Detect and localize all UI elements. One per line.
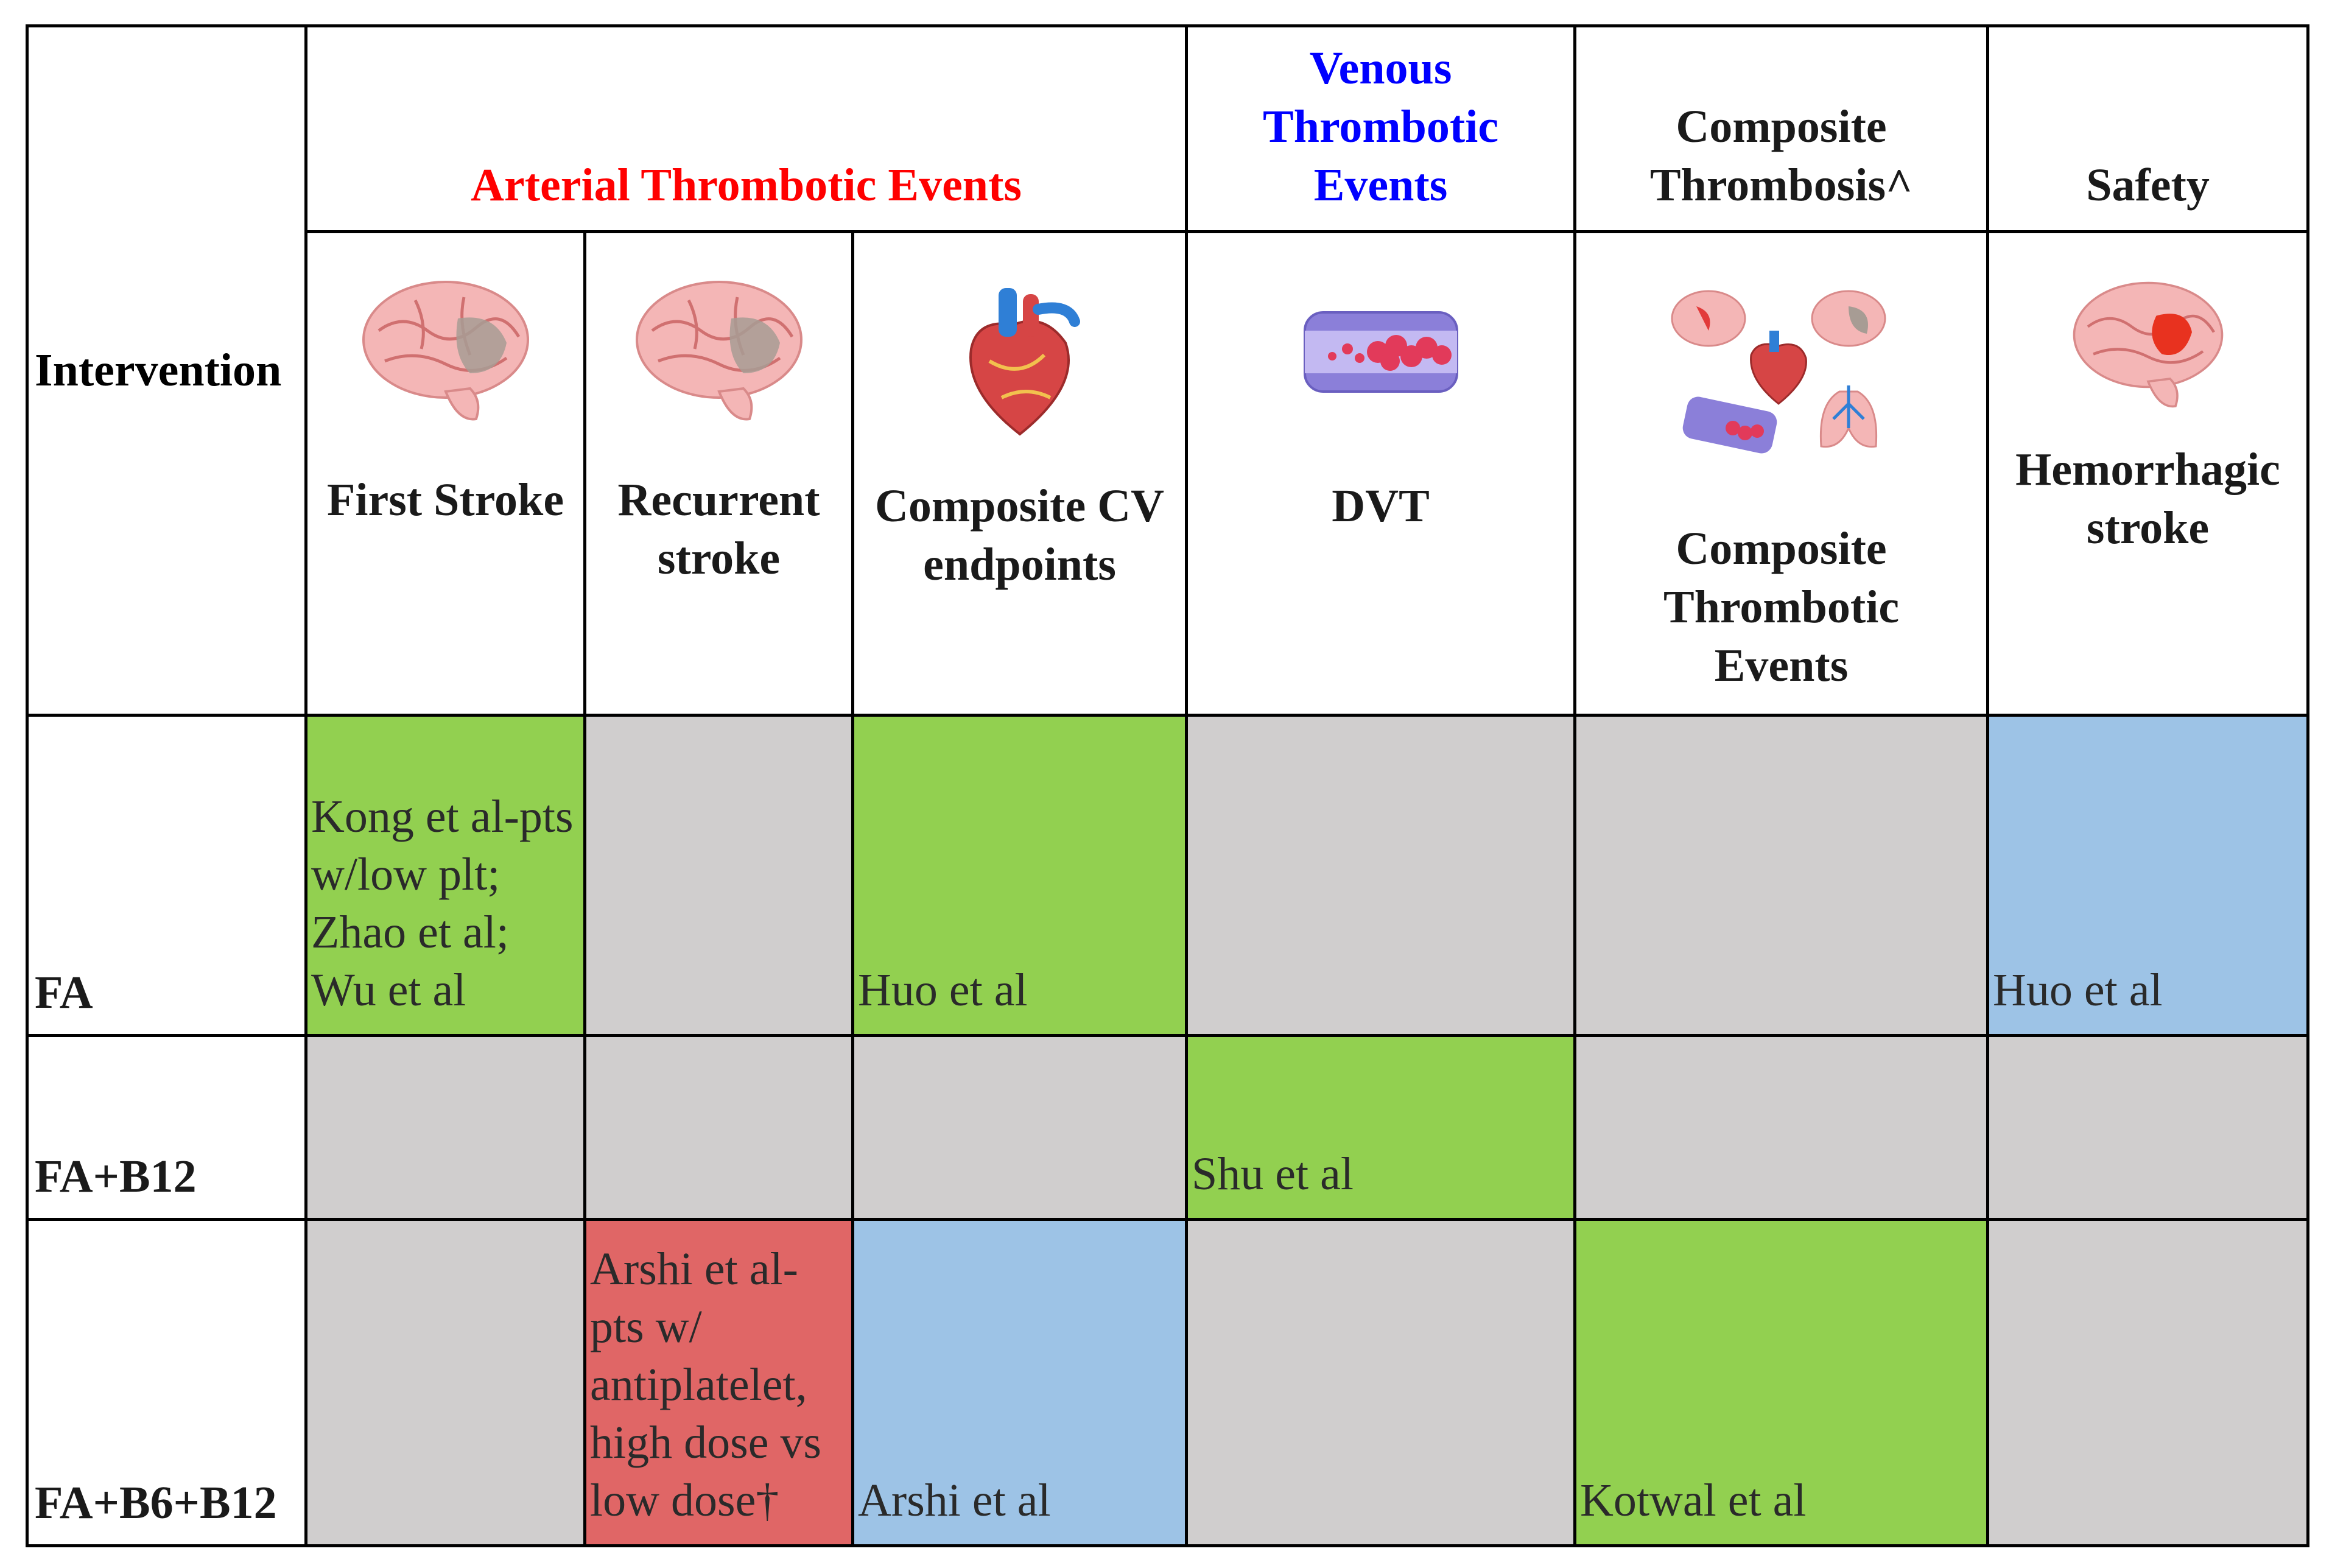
- column-first-stroke: First Stroke: [304, 230, 586, 717]
- column-label-hemorrhagic-stroke: Hemorrhagic stroke: [1991, 440, 2305, 557]
- row-label: FA+B12: [26, 1034, 307, 1221]
- table-cell: [851, 1034, 1189, 1221]
- blood-vessel-clot-icon: [1303, 311, 1458, 393]
- column-recurrent-stroke: Recurrent stroke: [583, 230, 854, 717]
- table-cell: Arshi et al-pts w/ antiplatelet, high do…: [583, 1218, 854, 1547]
- group-header-composite: Composite Thrombosis^: [1573, 24, 1990, 233]
- column-label-hemorrhagic-stroke-text: Hemorrhagic stroke: [2015, 444, 2280, 554]
- group-header-composite-label: Composite Thrombosis^: [1649, 101, 1913, 211]
- table-cell: [1573, 714, 1990, 1037]
- table-cell: Arshi et al: [851, 1218, 1189, 1547]
- table-cell: Shu et al: [1185, 1034, 1577, 1221]
- column-label-dvt: DVT: [1332, 480, 1430, 532]
- column-label-composite-thrombotic-text: Composite Thrombotic Events: [1663, 523, 1900, 691]
- column-hemorrhagic-stroke: Hemorrhagic stroke: [1986, 230, 2310, 717]
- column-label-first-stroke: First Stroke: [326, 474, 564, 526]
- brain-icon: [635, 281, 803, 421]
- table-cell: [304, 1218, 586, 1547]
- group-header-venous: Venous Thrombotic Events: [1185, 24, 1577, 233]
- table-cell: Huo et al: [1986, 714, 2310, 1037]
- table-cell: Kong et al-pts w/low plt; Zhao et al; Wu…: [304, 714, 586, 1037]
- evidence-table: Intervention Arterial Thrombotic Events …: [26, 24, 2310, 1547]
- table-row: FA+B6+B12 Arshi et al-pts w/ antiplatele…: [26, 1218, 2310, 1547]
- table-cell: [1185, 714, 1577, 1037]
- table-cell: [583, 1034, 854, 1221]
- table-cell: [1573, 1034, 1990, 1221]
- row-label: FA+B6+B12: [26, 1218, 307, 1547]
- column-label-composite-cv: Composite CV endpoints: [875, 480, 1164, 590]
- organs-collage-icon: [1671, 290, 1886, 454]
- heart-icon: [969, 288, 1080, 436]
- table-cell: [1185, 1218, 1577, 1547]
- group-header-safety: Safety: [1986, 24, 2310, 233]
- intervention-header: Intervention: [26, 24, 307, 717]
- brain-hemorrhage-icon: [2073, 281, 2223, 408]
- table-cell: Kotwal et al: [1573, 1218, 1990, 1547]
- column-composite-cv: Composite CV endpoints: [851, 230, 1189, 717]
- column-label-composite-thrombotic: Composite Thrombotic Events: [1578, 519, 1985, 695]
- column-dvt: DVT: [1185, 230, 1577, 717]
- group-header-arterial: Arterial Thrombotic Events: [304, 24, 1189, 233]
- table-row: FA Kong et al-pts w/low plt; Zhao et al;…: [26, 714, 2310, 1037]
- table-cell: [1986, 1218, 2310, 1547]
- row-label: FA: [26, 714, 307, 1037]
- table-cell: [304, 1034, 586, 1221]
- table-row: FA+B12 Shu et al: [26, 1034, 2310, 1221]
- brain-icon: [362, 281, 529, 421]
- column-label-recurrent-stroke: Recurrent stroke: [617, 474, 820, 584]
- column-composite-thrombotic: Composite Thrombotic Events: [1573, 230, 1990, 717]
- table-cell: [1986, 1034, 2310, 1221]
- table-cell: [583, 714, 854, 1037]
- group-header-venous-label: Venous Thrombotic Events: [1263, 43, 1499, 211]
- table-cell: Huo et al: [851, 714, 1189, 1037]
